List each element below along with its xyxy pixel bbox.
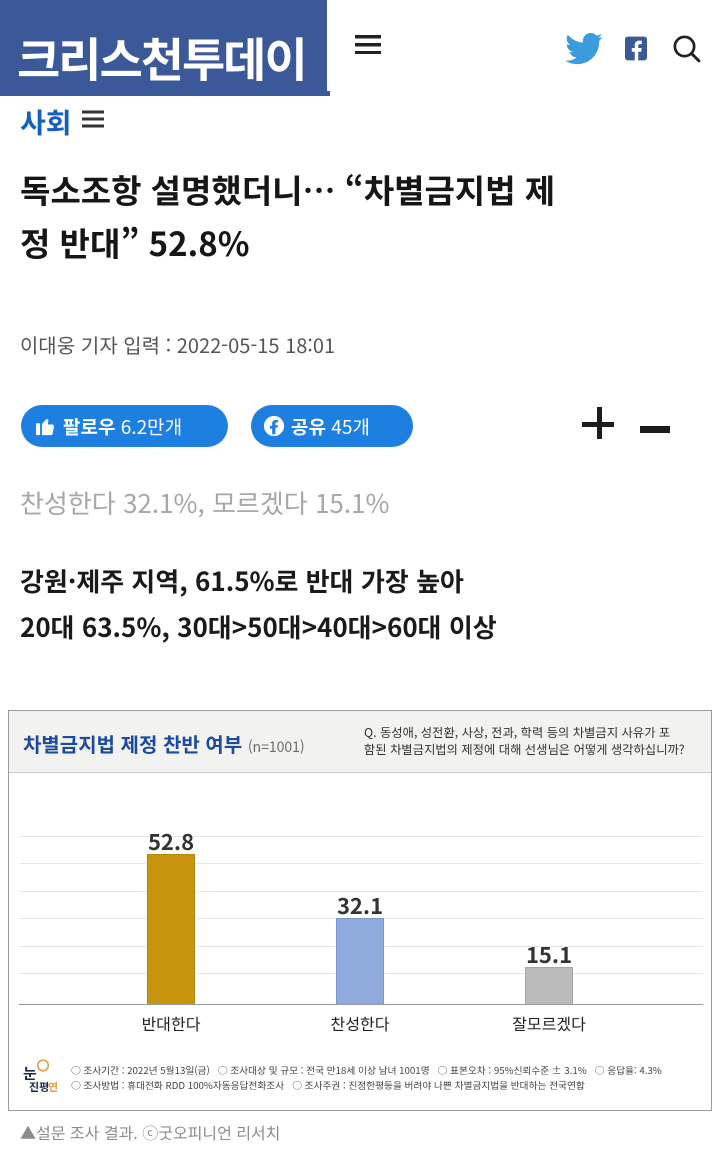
svg-text:진평: 진평 [29,1079,49,1093]
svg-text:연: 연 [48,1079,58,1093]
